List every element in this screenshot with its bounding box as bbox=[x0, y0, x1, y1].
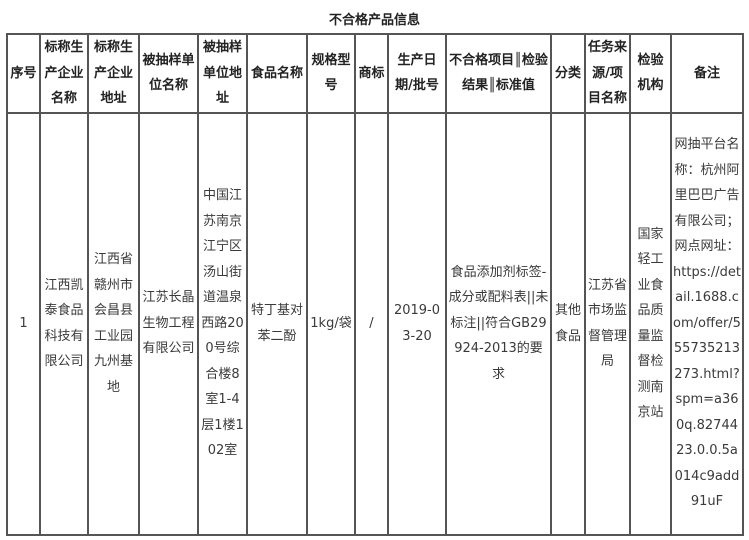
header-cell: 标称生产企业名称 bbox=[39, 33, 89, 114]
cell-task-source: 江苏省市场监督管理局 bbox=[584, 111, 631, 536]
header-cell: 规格型号 bbox=[306, 33, 356, 114]
header-cell: 不合格项目║检验结果║标准值 bbox=[445, 33, 552, 114]
cell-sampled-address: 中国江苏南京江宁区汤山街道温泉西路200号综合楼8室1-4层1楼102室 bbox=[197, 111, 248, 536]
header-cell: 食品名称 bbox=[246, 33, 308, 114]
header-cell: 备注 bbox=[670, 33, 744, 114]
cell-category: 其他食品 bbox=[550, 111, 586, 536]
cell-food-name: 特丁基对苯二酚 bbox=[246, 111, 308, 536]
cell-brand: / bbox=[354, 111, 389, 536]
header-cell: 序号 bbox=[6, 33, 41, 114]
table-title: 不合格产品信息 bbox=[328, 13, 420, 28]
header-cell: 检验机构 bbox=[629, 33, 672, 114]
header-cell: 标称生产企业地址 bbox=[87, 33, 140, 114]
cell-spec: 1kg/袋 bbox=[306, 111, 356, 536]
header-row: 序号 标称生产企业名称 标称生产企业地址 被抽样单位名称 被抽样单位地址 食品名… bbox=[6, 33, 744, 114]
unqualified-products-table: 序号 标称生产企业名称 标称生产企业地址 被抽样单位名称 被抽样单位地址 食品名… bbox=[6, 33, 744, 536]
cell-manufacturer-address: 江西省赣州市会昌县工业园九州基地 bbox=[87, 111, 140, 536]
header-cell: 商标 bbox=[354, 33, 389, 114]
cell-date: 2019-03-20 bbox=[387, 111, 447, 536]
cell-failed-item: 食品添加剂标签-成分或配料表||未标注||符合GB29924-2013的要求 bbox=[445, 111, 552, 536]
table-row: 1 江西凯泰食品科技有限公司 江西省赣州市会昌县工业园九州基地 江苏长晶生物工程… bbox=[6, 111, 744, 536]
cell-sampled-unit: 江苏长晶生物工程有限公司 bbox=[138, 111, 199, 536]
cell-inspection-agency: 国家轻工业食品质量监督检测南京站 bbox=[629, 111, 672, 536]
header-cell: 分类 bbox=[550, 33, 586, 114]
cell-remarks: 网抽平台名称：杭州阿里巴巴广告有限公司；网点网址：https://detail.… bbox=[670, 111, 744, 536]
cell-index: 1 bbox=[6, 111, 41, 536]
header-cell: 任务来源/项目名称 bbox=[584, 33, 631, 114]
header-cell: 被抽样单位名称 bbox=[138, 33, 199, 114]
header-cell: 被抽样单位地址 bbox=[197, 33, 248, 114]
header-cell: 生产日期/批号 bbox=[387, 33, 447, 114]
cell-manufacturer: 江西凯泰食品科技有限公司 bbox=[39, 111, 89, 536]
